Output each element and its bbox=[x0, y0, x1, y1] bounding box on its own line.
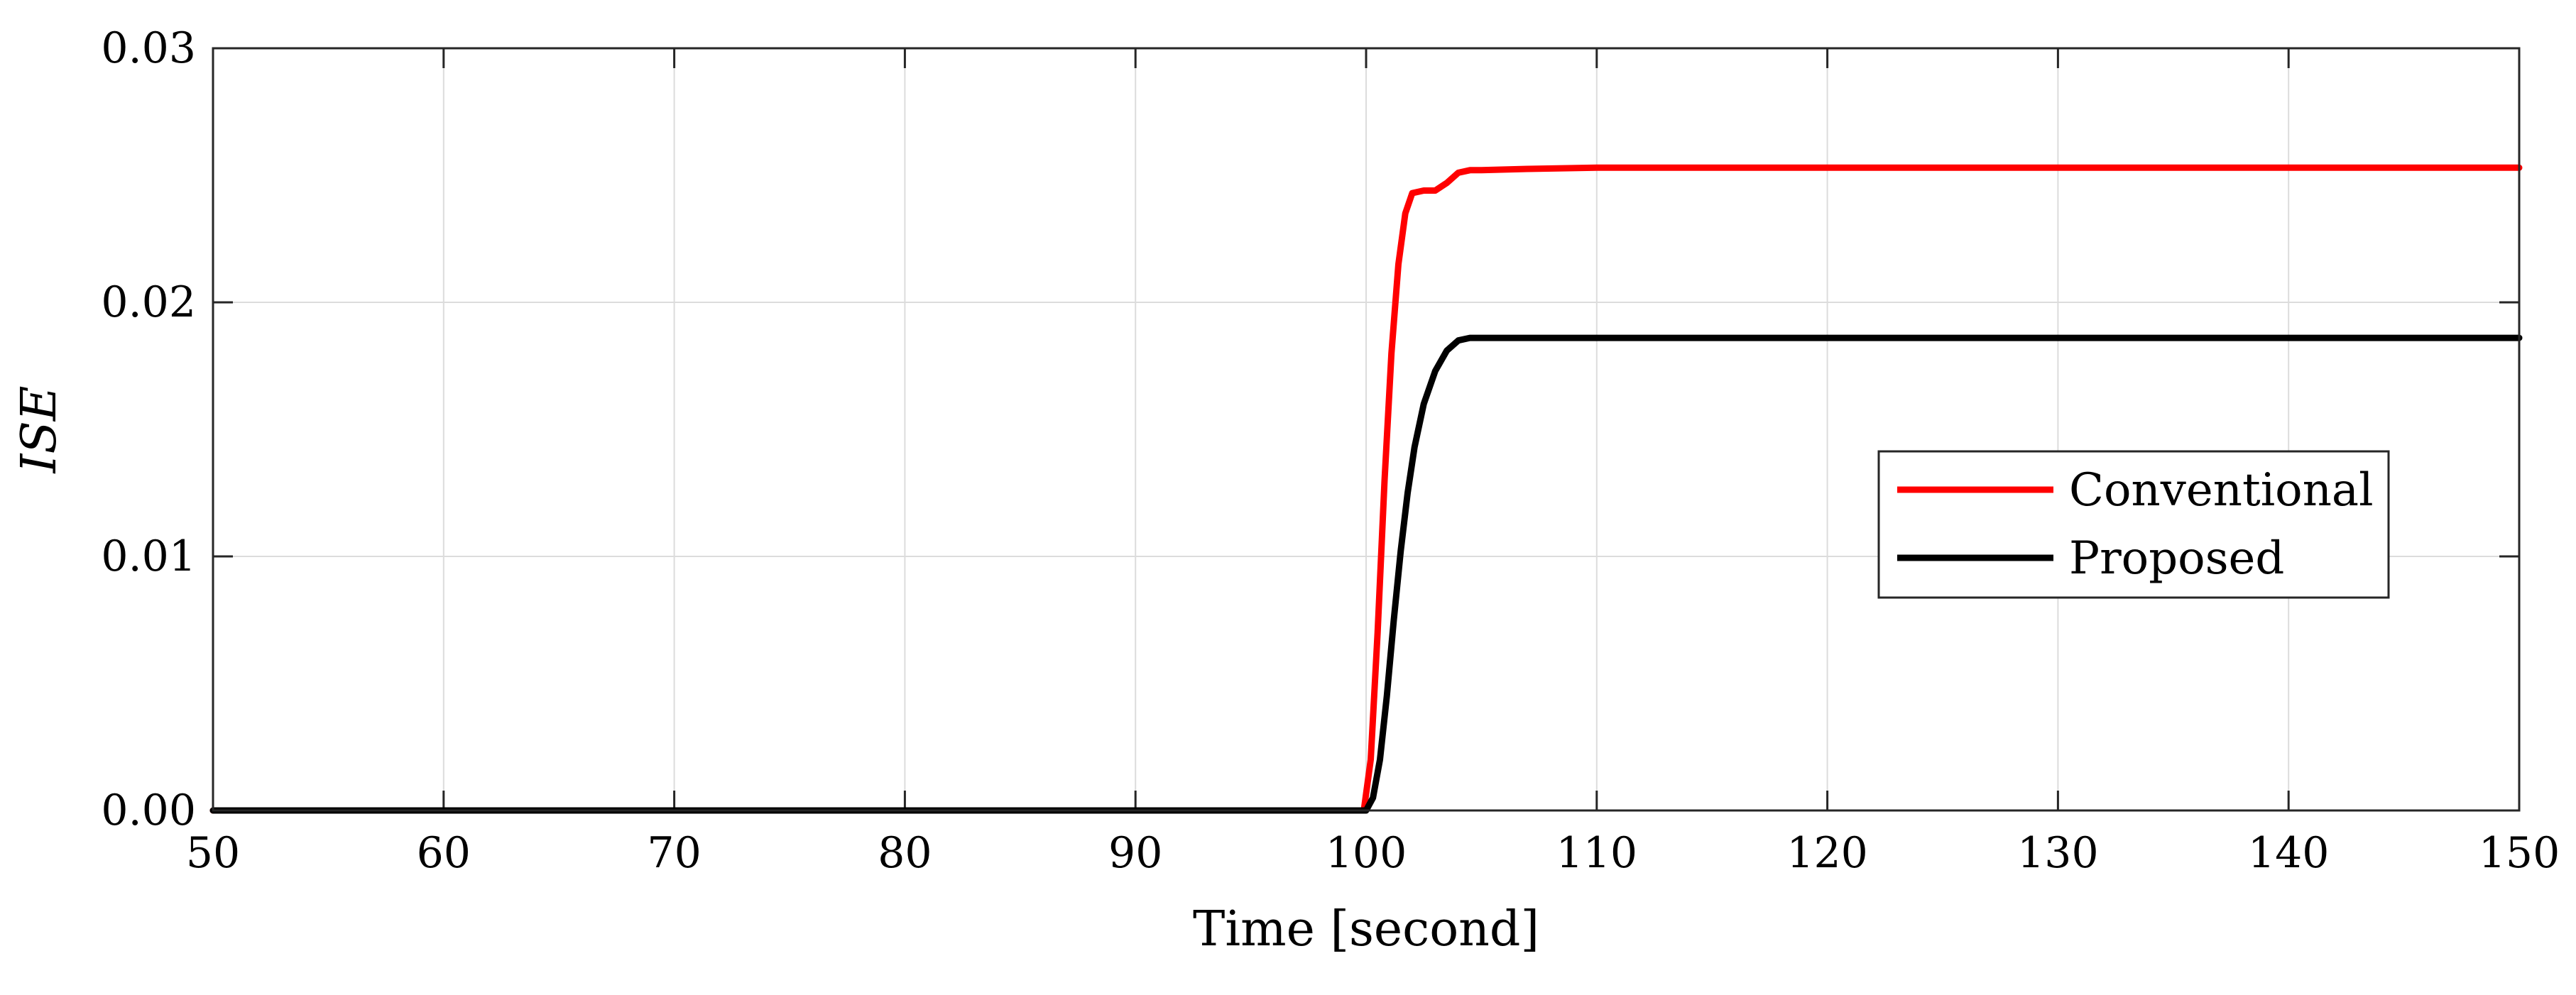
series-line-proposed bbox=[209, 334, 2523, 814]
x-tick-label: 60 bbox=[417, 828, 471, 878]
legend: Conventional Proposed bbox=[1877, 450, 2390, 599]
y-axis-title: ISE bbox=[11, 385, 67, 474]
x-tick-label: 110 bbox=[1556, 828, 1638, 878]
series-line-conventional bbox=[209, 164, 2523, 814]
y-tick-label: 0.01 bbox=[101, 532, 196, 581]
x-tick-label: 50 bbox=[186, 828, 240, 878]
x-tick-label: 80 bbox=[878, 828, 932, 878]
x-tick-label: 120 bbox=[1786, 828, 1868, 878]
plot-frame bbox=[212, 47, 2521, 812]
y-tick-label: 0.03 bbox=[101, 23, 196, 73]
y-tick-label: 0.02 bbox=[101, 277, 196, 327]
legend-box bbox=[1877, 450, 2390, 599]
tick-labels: 50 60 70 80 90 100 110 120 130 140 150 0.00 0.01 0.02… bbox=[101, 23, 2560, 878]
x-tick-label: 100 bbox=[1326, 828, 1407, 878]
x-tick-label: 70 bbox=[647, 828, 701, 878]
x-tick-label: 90 bbox=[1108, 828, 1162, 878]
series-lines bbox=[209, 164, 2523, 814]
x-axis-title: Time [second] bbox=[1193, 901, 1539, 957]
legend-label-proposed: Proposed bbox=[2069, 532, 2284, 585]
x-tick-label: 140 bbox=[2248, 828, 2330, 878]
x-tick-label: 130 bbox=[2017, 828, 2099, 878]
legend-label-conventional: Conventional bbox=[2069, 464, 2374, 517]
x-tick-label: 150 bbox=[2479, 828, 2560, 878]
y-tick-label: 0.00 bbox=[101, 786, 196, 835]
